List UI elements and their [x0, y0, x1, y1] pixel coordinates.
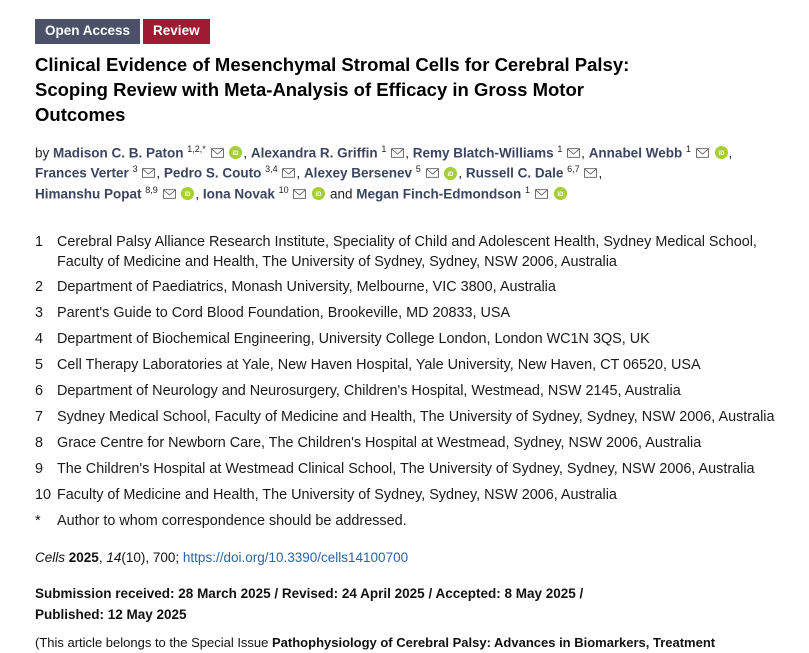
svg-text:iD: iD	[233, 151, 240, 157]
svg-text:iD: iD	[185, 192, 192, 198]
svg-text:iD: iD	[557, 192, 564, 198]
svg-text:iD: iD	[316, 192, 323, 198]
svg-text:iD: iD	[718, 151, 725, 157]
svg-text:iD: iD	[448, 172, 455, 178]
